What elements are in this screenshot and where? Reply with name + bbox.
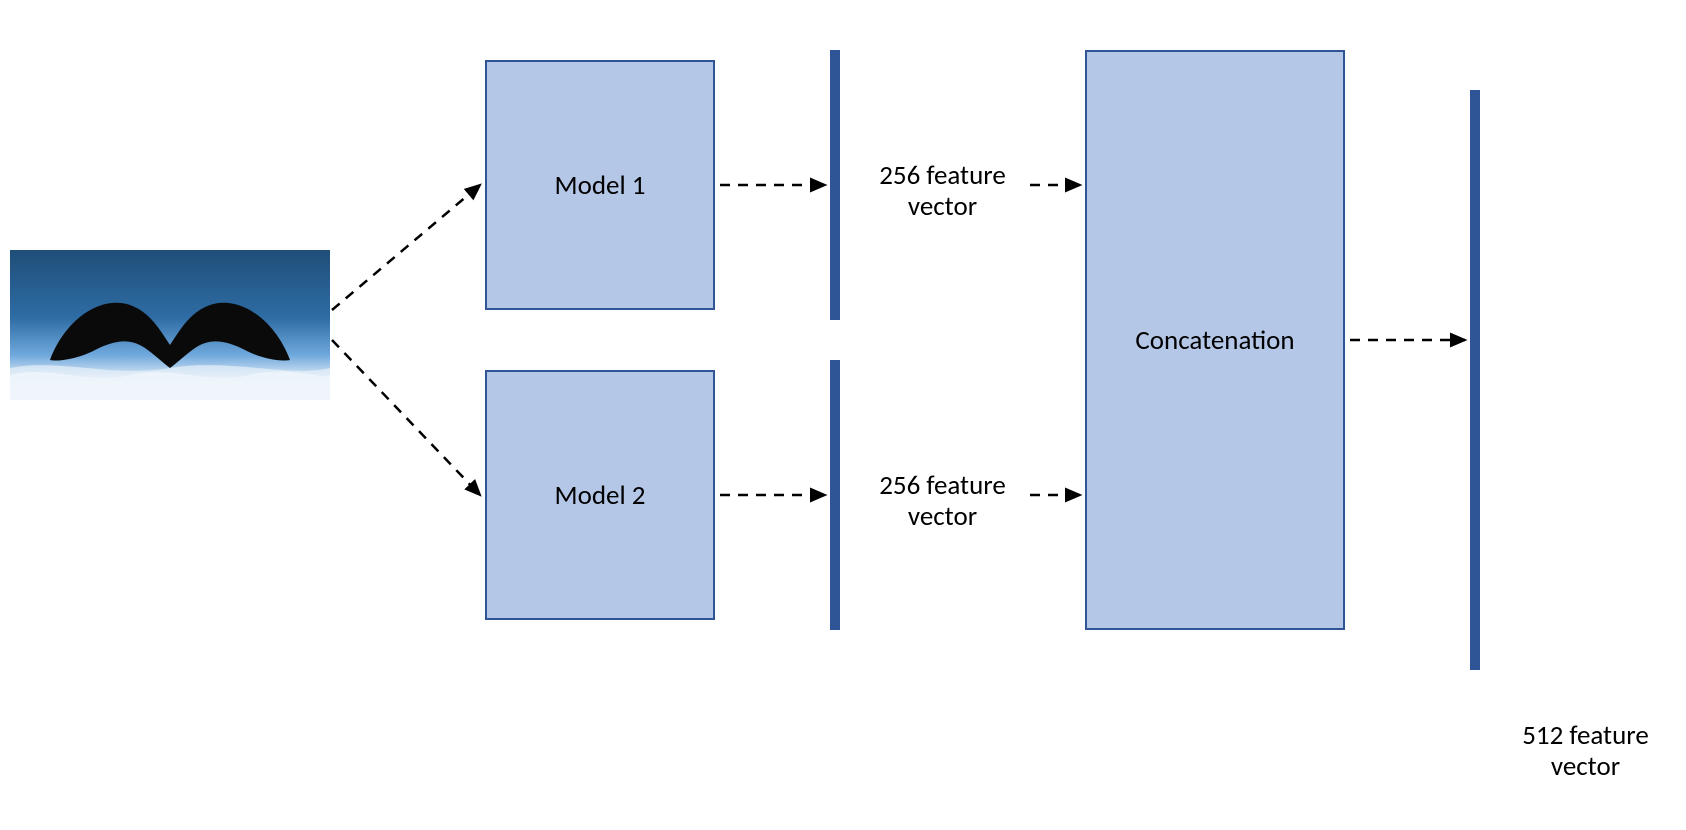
feature-vector-2-bar (830, 360, 840, 630)
model1-box: Model 1 (485, 60, 715, 310)
model1-label: Model 1 (555, 169, 646, 202)
arrow-0 (332, 185, 480, 310)
model2-box: Model 2 (485, 370, 715, 620)
feature-vector-1-label-line2: vector (908, 190, 977, 223)
feature-vector-1-bar (830, 50, 840, 320)
diagram-stage: Model 1 Model 2 256 feature vector 256 f… (0, 0, 1686, 830)
concatenation-label: Concatenation (1135, 324, 1294, 357)
feature-vector-1-label: 256 feature vector (855, 160, 1030, 222)
feature-vector-2-label-line1: 256 feature (879, 469, 1006, 502)
model2-label: Model 2 (555, 479, 646, 512)
feature-vector-2-label-line2: vector (908, 500, 977, 533)
feature-vector-2-label: 256 feature vector (855, 470, 1030, 532)
concatenation-box: Concatenation (1085, 50, 1345, 630)
output-vector-label-line1: 512 feature (1522, 719, 1649, 752)
arrows-overlay (0, 0, 1686, 830)
feature-vector-1-label-line1: 256 feature (879, 159, 1006, 192)
output-vector-bar (1470, 90, 1480, 670)
output-vector-label-line2: vector (1551, 750, 1620, 783)
output-vector-label: 512 feature vector (1498, 720, 1673, 782)
whale-fluke-icon (10, 250, 330, 400)
arrow-1 (332, 340, 480, 495)
input-image (10, 250, 330, 400)
